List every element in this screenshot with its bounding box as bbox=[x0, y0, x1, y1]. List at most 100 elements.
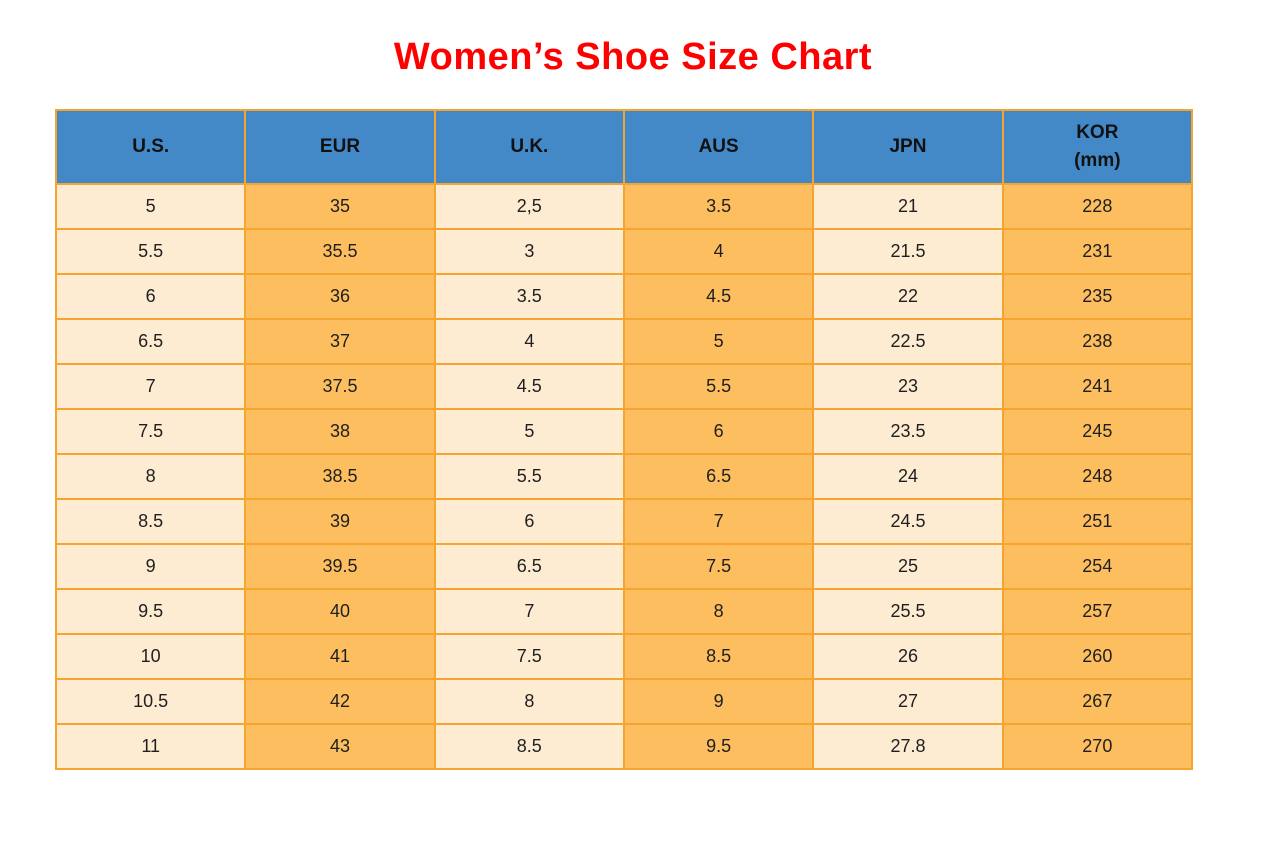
table-cell: 5.5 bbox=[433, 453, 625, 500]
table-cell: 37.5 bbox=[244, 363, 436, 410]
table-cell: 267 bbox=[1001, 678, 1194, 725]
table-cell: 39 bbox=[244, 498, 436, 545]
table-cell: 7.5 bbox=[622, 543, 815, 590]
table-cell: 36 bbox=[244, 273, 436, 320]
table-cell: 8.5 bbox=[433, 723, 625, 770]
table-cell: 231 bbox=[1001, 228, 1194, 275]
table-cell: 6 bbox=[433, 498, 625, 545]
column-header-sublabel: (mm) bbox=[1074, 150, 1121, 171]
table-cell: 6.5 bbox=[54, 318, 247, 365]
page-title: Women’s Shoe Size Chart bbox=[393, 36, 873, 78]
table-cell: 39.5 bbox=[244, 543, 436, 590]
table-cell: 11 bbox=[54, 723, 247, 770]
table-cell: 8 bbox=[433, 678, 625, 725]
table-cell: 9 bbox=[622, 678, 815, 725]
table-cell: 9 bbox=[54, 543, 247, 590]
table-cell: 4.5 bbox=[433, 363, 625, 410]
table-cell: 8.5 bbox=[54, 498, 247, 545]
table-cell: 6 bbox=[54, 273, 247, 320]
table-cell: 40 bbox=[244, 588, 436, 635]
column-header-label: AUS bbox=[698, 136, 739, 158]
table-cell: 38.5 bbox=[244, 453, 436, 500]
size-table: U.S. EUR U.K. AUS JPN KOR (mm) bbox=[54, 109, 1194, 770]
table-cell: 245 bbox=[1001, 408, 1194, 455]
table-cell: 4 bbox=[433, 318, 625, 365]
table-cell: 8.5 bbox=[622, 633, 815, 680]
table-cell: 7 bbox=[622, 498, 815, 545]
table-cell: 238 bbox=[1001, 318, 1194, 365]
table-cell: 235 bbox=[1001, 273, 1194, 320]
table-row: 9.5 40 7 8 25.5 257 bbox=[54, 588, 1194, 635]
table-cell: 254 bbox=[1001, 543, 1194, 590]
column-header-jpn: JPN bbox=[812, 109, 1004, 185]
table-cell: 3.5 bbox=[622, 183, 815, 230]
table-cell: 21 bbox=[812, 183, 1004, 230]
column-header-label: EUR bbox=[319, 136, 361, 158]
table-cell: 35.5 bbox=[244, 228, 436, 275]
table-cell: 7 bbox=[433, 588, 625, 635]
table-cell: 27 bbox=[812, 678, 1004, 725]
table-cell: 24.5 bbox=[812, 498, 1004, 545]
table-row: 8.5 39 6 7 24.5 251 bbox=[54, 498, 1194, 545]
table-header: U.S. EUR U.K. AUS JPN KOR (mm) bbox=[54, 109, 1194, 185]
table-cell: 35 bbox=[244, 183, 436, 230]
table-cell: 42 bbox=[244, 678, 436, 725]
column-header-kor: KOR (mm) bbox=[1001, 109, 1194, 185]
table-cell: 10 bbox=[54, 633, 247, 680]
table-row: 7.5 38 5 6 23.5 245 bbox=[54, 408, 1194, 455]
table-cell: 248 bbox=[1001, 453, 1194, 500]
table-cell: 25.5 bbox=[812, 588, 1004, 635]
table-cell: 23.5 bbox=[812, 408, 1004, 455]
table-cell: 5.5 bbox=[622, 363, 815, 410]
table-cell: 22 bbox=[812, 273, 1004, 320]
table-cell: 4 bbox=[622, 228, 815, 275]
table-cell: 260 bbox=[1001, 633, 1194, 680]
table-cell: 4.5 bbox=[622, 273, 815, 320]
column-header-label: U.S. bbox=[132, 136, 170, 158]
column-header-uk: U.K. bbox=[433, 109, 625, 185]
table-cell: 10.5 bbox=[54, 678, 247, 725]
column-header-aus: AUS bbox=[622, 109, 815, 185]
table-cell: 270 bbox=[1001, 723, 1194, 770]
column-header-label: U.K. bbox=[510, 136, 549, 158]
table-body: 5 35 2,5 3.5 21 228 5.5 35.5 3 4 21.5 231 6 36 3.5 4.5 2… bbox=[54, 183, 1194, 770]
table-cell: 37 bbox=[244, 318, 436, 365]
table-header-row: U.S. EUR U.K. AUS JPN KOR (mm) bbox=[54, 109, 1194, 185]
table-cell: 43 bbox=[244, 723, 436, 770]
table-row: 9 39.5 6.5 7.5 25 254 bbox=[54, 543, 1194, 590]
table-cell: 2,5 bbox=[433, 183, 625, 230]
table-cell: 6 bbox=[622, 408, 815, 455]
table-row: 6.5 37 4 5 22.5 238 bbox=[54, 318, 1194, 365]
table-cell: 6.5 bbox=[433, 543, 625, 590]
table-cell: 41 bbox=[244, 633, 436, 680]
table-row: 10.5 42 8 9 27 267 bbox=[54, 678, 1194, 725]
table-cell: 7.5 bbox=[433, 633, 625, 680]
table-cell: 7.5 bbox=[54, 408, 247, 455]
table-row: 5.5 35.5 3 4 21.5 231 bbox=[54, 228, 1194, 275]
table-cell: 6.5 bbox=[622, 453, 815, 500]
table-cell: 38 bbox=[244, 408, 436, 455]
table-cell: 9.5 bbox=[622, 723, 815, 770]
table-cell: 24 bbox=[812, 453, 1004, 500]
table-row: 7 37.5 4.5 5.5 23 241 bbox=[54, 363, 1194, 410]
table-row: 5 35 2,5 3.5 21 228 bbox=[54, 183, 1194, 230]
column-header-us: U.S. bbox=[54, 109, 247, 185]
table-cell: 8 bbox=[54, 453, 247, 500]
table-cell: 27.8 bbox=[812, 723, 1004, 770]
table-cell: 228 bbox=[1001, 183, 1194, 230]
table-cell: 241 bbox=[1001, 363, 1194, 410]
table-row: 8 38.5 5.5 6.5 24 248 bbox=[54, 453, 1194, 500]
table-cell: 5 bbox=[622, 318, 815, 365]
table-row: 11 43 8.5 9.5 27.8 270 bbox=[54, 723, 1194, 770]
table-cell: 25 bbox=[812, 543, 1004, 590]
table-cell: 5.5 bbox=[54, 228, 247, 275]
table-cell: 3 bbox=[433, 228, 625, 275]
column-header-label: JPN bbox=[889, 136, 927, 158]
table-cell: 5 bbox=[433, 408, 625, 455]
table-cell: 251 bbox=[1001, 498, 1194, 545]
table-cell: 23 bbox=[812, 363, 1004, 410]
table-cell: 9.5 bbox=[54, 588, 247, 635]
column-header-eur: EUR bbox=[244, 109, 436, 185]
table-cell: 7 bbox=[54, 363, 247, 410]
